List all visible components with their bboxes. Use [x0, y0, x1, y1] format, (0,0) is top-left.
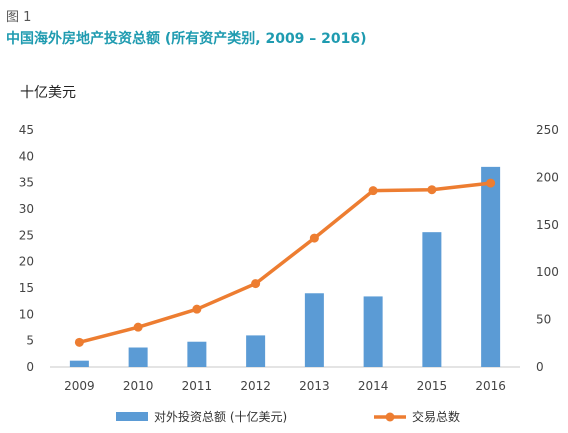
left-y-tick-label: 25 — [19, 228, 34, 242]
x-axis: 2009 2010 2011 2012 2013 2014 2015 2016 — [50, 366, 520, 393]
line-series — [74, 178, 496, 347]
left-y-tick-label: 20 — [19, 255, 34, 269]
figure-label: 图 1 — [6, 10, 32, 25]
legend-bar-swatch — [116, 412, 148, 421]
right-y-tick-label: 200 — [536, 170, 559, 184]
left-y-tick-label: 15 — [19, 281, 34, 295]
right-y-tick-label: 150 — [536, 218, 559, 232]
bar — [69, 360, 89, 367]
left-y-tick-label: 10 — [19, 307, 34, 321]
line-point — [427, 185, 437, 195]
left-y-tick-label: 35 — [19, 176, 34, 190]
line-point — [74, 337, 84, 347]
y-axis-unit-label: 十亿美元 — [20, 85, 76, 101]
line-point — [251, 279, 261, 289]
bar-series — [69, 166, 501, 367]
line-point — [133, 322, 143, 332]
line-point — [486, 178, 496, 188]
chart-title: 中国海外房地产投资总额 (所有资产类别, 2009 – 2016) — [6, 31, 367, 47]
left-y-tick-label: 40 — [19, 149, 34, 163]
bar — [246, 335, 266, 367]
right-y-axis: 0 50 100 150 200 250 — [536, 123, 559, 374]
bar — [363, 296, 383, 367]
x-tick-label: 2015 — [417, 379, 448, 393]
left-y-tick-label: 45 — [19, 123, 34, 137]
bar — [481, 166, 501, 367]
legend-line-marker — [385, 412, 395, 422]
right-y-tick-label: 50 — [536, 313, 551, 327]
bar — [128, 347, 148, 367]
legend: 对外投资总额 (十亿美元) 交易总数 — [116, 409, 460, 424]
right-y-tick-label: 100 — [536, 265, 559, 279]
x-tick-label: 2014 — [358, 379, 389, 393]
series-line — [77, 181, 493, 345]
x-tick-label: 2013 — [299, 379, 330, 393]
line-point — [192, 304, 202, 314]
bar — [187, 341, 207, 367]
right-y-tick-label: 250 — [536, 123, 559, 137]
legend-line-label: 交易总数 — [412, 409, 460, 424]
x-tick-label: 2009 — [64, 379, 95, 393]
bar — [422, 232, 442, 367]
left-y-axis: 0 5 10 15 20 25 30 35 40 45 — [19, 123, 34, 374]
x-tick-label: 2011 — [182, 379, 213, 393]
left-y-tick-label: 5 — [26, 334, 34, 348]
x-tick-label: 2016 — [475, 379, 506, 393]
line-point — [309, 233, 319, 243]
legend-bar-label: 对外投资总额 (十亿美元) — [154, 409, 287, 424]
right-y-tick-label: 0 — [536, 360, 544, 374]
x-tick-label: 2012 — [240, 379, 271, 393]
left-y-tick-label: 30 — [19, 202, 34, 216]
bar — [304, 293, 324, 367]
x-tick-label: 2010 — [123, 379, 154, 393]
left-y-tick-label: 0 — [26, 360, 34, 374]
line-point — [368, 186, 378, 196]
